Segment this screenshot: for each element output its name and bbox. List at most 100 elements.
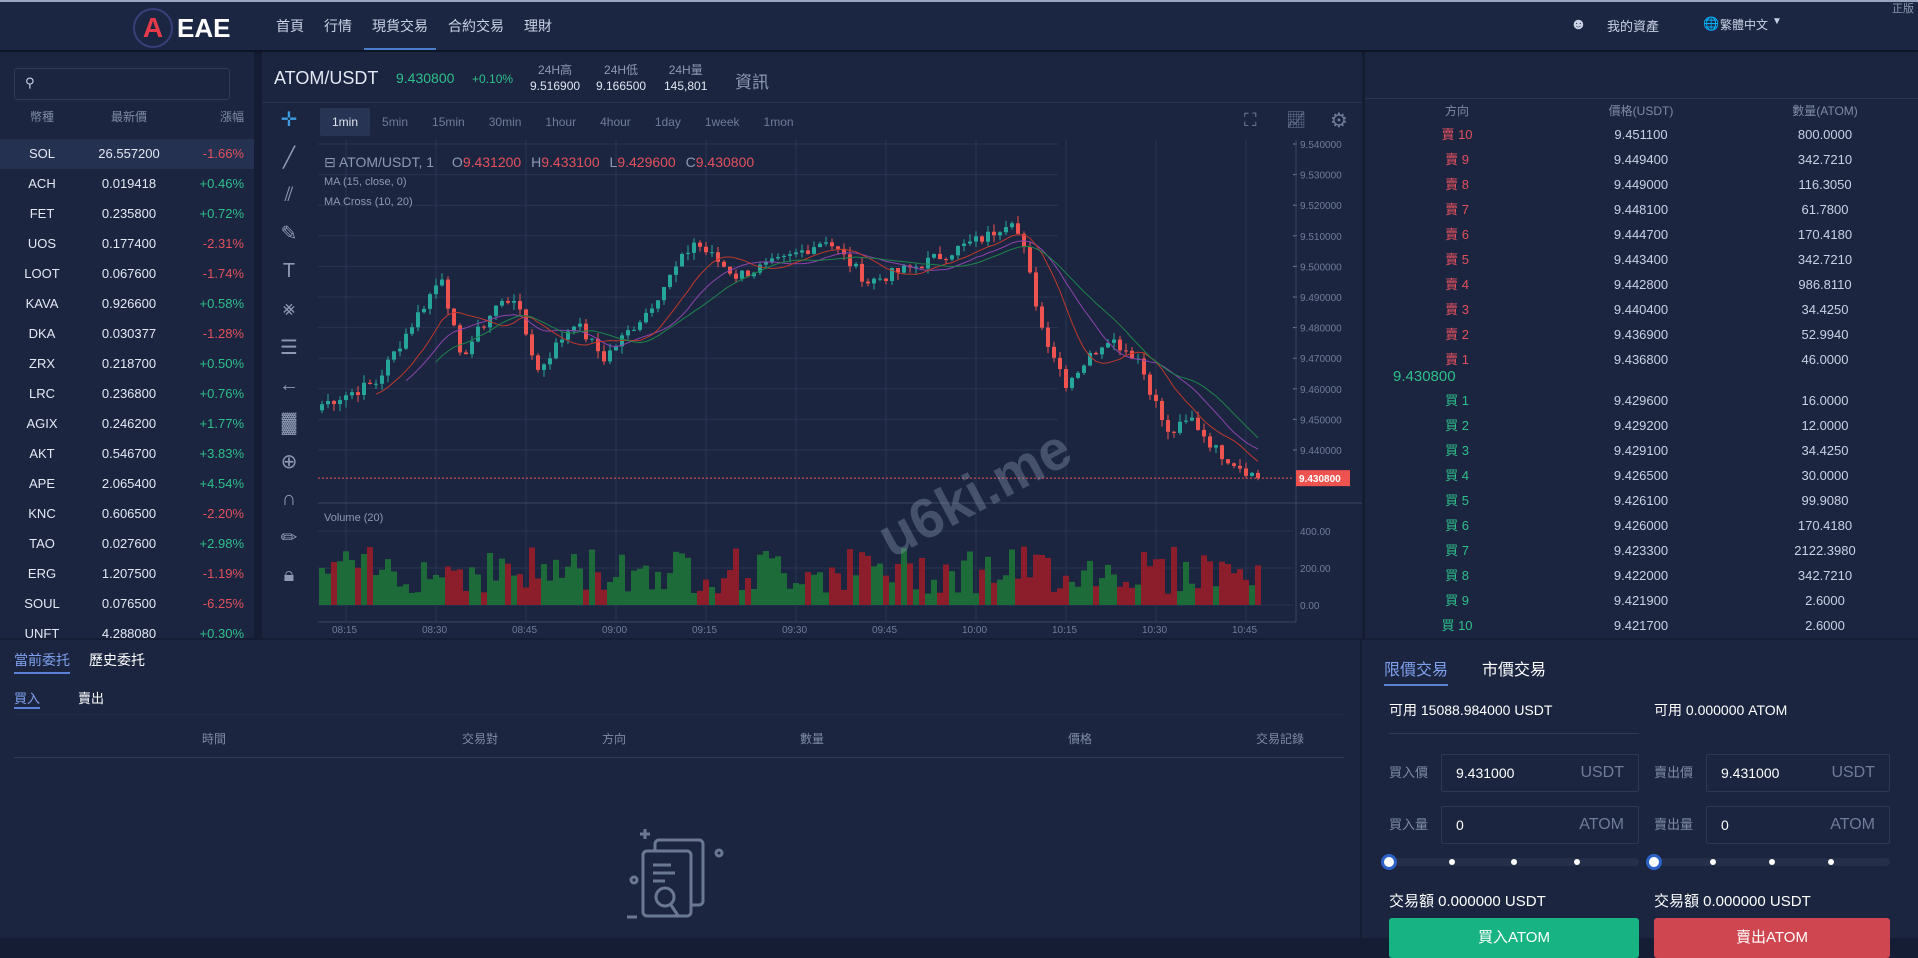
coin-row[interactable]: KNC 0.606500 -2.20% xyxy=(0,499,254,529)
bid-row[interactable]: 買 4 9.426500 30.0000 xyxy=(1365,463,1918,488)
coin-row[interactable]: SOUL 0.076500 -6.25% xyxy=(0,589,254,619)
ask-row[interactable]: 賣 9 9.449400 342.7210 xyxy=(1365,147,1918,172)
slider-step[interactable] xyxy=(1448,859,1455,865)
coin-row[interactable]: AGIX 0.246200 +1.77% xyxy=(0,409,254,439)
buy-percent-slider[interactable] xyxy=(1381,854,1639,870)
coin-row[interactable]: TAO 0.027600 +2.98% xyxy=(0,529,254,559)
bid-row[interactable]: 買 10 9.421700 2.6000 xyxy=(1365,613,1918,638)
my-assets-link[interactable]: 我的資產 xyxy=(1607,19,1660,34)
tab-current-orders[interactable]: 當前委托 xyxy=(14,650,70,674)
tab-buy-orders[interactable]: 買入 xyxy=(14,688,41,709)
tab-market-order[interactable]: 市價交易 xyxy=(1482,662,1547,679)
nav-market[interactable]: 行情 xyxy=(324,18,352,34)
timeframe-30min[interactable]: 30min xyxy=(488,115,522,129)
logo[interactable]: A EAE xyxy=(133,8,230,48)
coin-row[interactable]: UNFT 4.288080 +0.30% xyxy=(0,619,254,649)
ask-row[interactable]: 賣 8 9.449000 116.3050 xyxy=(1365,172,1918,197)
user-icon[interactable]: ☻ xyxy=(1570,16,1587,33)
slider-handle[interactable] xyxy=(1646,854,1662,870)
volume-bar xyxy=(781,573,787,605)
slider-step[interactable] xyxy=(1828,859,1834,865)
magnet-icon[interactable]: ∩ xyxy=(281,487,297,510)
coin-row[interactable]: FET 0.235800 +0.72% xyxy=(0,199,254,229)
slider-step[interactable] xyxy=(1511,859,1517,865)
bid-row[interactable]: 買 8 9.422000 342.7210 xyxy=(1365,563,1918,588)
collapse-icon[interactable]: ⊟ xyxy=(324,154,336,170)
slider-step[interactable] xyxy=(1710,859,1716,865)
buy-price-input[interactable]: 9.431000 USDT xyxy=(1441,754,1639,792)
indicators-icon[interactable]: 📈︎ xyxy=(1286,112,1307,129)
ask-row[interactable]: 賣 4 9.442800 986.8110 xyxy=(1365,272,1918,297)
settings-gear-icon[interactable]: ⚙ xyxy=(1330,110,1348,132)
timeframe-1hour[interactable]: 1hour xyxy=(545,115,577,129)
lock-drawing-icon[interactable]: ✏ xyxy=(280,526,298,549)
timeframe-4hour[interactable]: 4hour xyxy=(600,115,631,129)
sell-submit-button[interactable]: 賣出ATOM xyxy=(1654,918,1890,958)
sell-price-input[interactable]: 9.431000 USDT xyxy=(1706,754,1890,792)
timeframe-1week[interactable]: 1week xyxy=(704,115,740,129)
volume-bar xyxy=(991,582,997,605)
bid-row[interactable]: 買 9 9.421900 2.6000 xyxy=(1365,588,1918,613)
slider-step[interactable] xyxy=(1573,859,1580,865)
coin-row[interactable]: KAVA 0.926600 +0.58% xyxy=(0,289,254,319)
lock-icon[interactable]: 🔒︎ xyxy=(283,563,295,586)
nav-finance[interactable]: 理財 xyxy=(524,18,552,34)
timeframe-15min[interactable]: 15min xyxy=(432,115,465,129)
bid-row[interactable]: 買 7 9.423300 2122.3980 xyxy=(1365,538,1918,563)
tab-limit-order[interactable]: 限價交易 xyxy=(1384,656,1449,686)
measure-icon[interactable]: ▓ xyxy=(281,411,297,434)
timeframe-1day[interactable]: 1day xyxy=(654,115,681,129)
ask-row[interactable]: 賣 5 9.443400 342.7210 xyxy=(1365,247,1918,272)
coin-row[interactable]: SOL 26.557200 -1.66% xyxy=(0,139,254,169)
ask-row[interactable]: 賣 3 9.440400 34.4250 xyxy=(1365,297,1918,322)
coin-row[interactable]: ACH 0.019418 +0.46% xyxy=(0,169,254,199)
timeframe-1min[interactable]: 1min xyxy=(320,108,371,136)
timeframe-5min[interactable]: 5min xyxy=(382,115,409,129)
fullscreen-icon[interactable]: ⛶ xyxy=(1244,110,1257,130)
nav-futures[interactable]: 合約交易 xyxy=(448,18,504,34)
brush-icon[interactable]: ✎ xyxy=(280,222,298,245)
tab-sell-orders[interactable]: 賣出 xyxy=(78,691,105,706)
bid-row[interactable]: 買 3 9.429100 34.4250 xyxy=(1365,438,1918,463)
buy-qty-input[interactable]: 0 ATOM xyxy=(1441,806,1639,844)
text-tool-icon[interactable]: T xyxy=(282,259,296,282)
bid-row[interactable]: 買 2 9.429200 12.0000 xyxy=(1365,413,1918,438)
ask-row[interactable]: 賣 10 9.451100 800.0000 xyxy=(1365,122,1918,147)
trend-line-icon[interactable]: ╱ xyxy=(282,146,296,169)
bid-row[interactable]: 買 6 9.426000 170.4180 xyxy=(1365,513,1918,538)
coin-row[interactable]: LRC 0.236800 +0.76% xyxy=(0,379,254,409)
coin-row[interactable]: ZRX 0.218700 +0.50% xyxy=(0,349,254,379)
pitchfork-icon[interactable]: ⫽ xyxy=(284,183,294,206)
nav-home[interactable]: 首頁 xyxy=(276,18,304,34)
sell-percent-slider[interactable] xyxy=(1646,854,1890,870)
coin-row[interactable]: LOOT 0.067600 -1.74% xyxy=(0,259,254,289)
candlestick-chart[interactable]: 9.540000 9.530000 9.520000 9.510000 9.500000… xyxy=(318,140,1362,638)
nav-spot[interactable]: 現貨交易 xyxy=(364,2,436,50)
info-link[interactable]: 資訊 xyxy=(735,73,769,92)
coin-row[interactable]: AKT 0.546700 +3.83% xyxy=(0,439,254,469)
coin-row[interactable]: APE 2.065400 +4.54% xyxy=(0,469,254,499)
crosshair-icon[interactable]: ✛ xyxy=(280,108,298,131)
coin-row[interactable]: ERG 1.207500 -1.19% xyxy=(0,559,254,589)
slider-handle[interactable] xyxy=(1381,854,1397,870)
ask-row[interactable]: 賣 2 9.436900 52.9940 xyxy=(1365,322,1918,347)
coin-row[interactable]: UOS 0.177400 -2.31% xyxy=(0,229,254,259)
pattern-icon[interactable]: ⨳ xyxy=(282,297,296,320)
fib-icon[interactable]: ☰ xyxy=(280,336,298,359)
timeframe-1mon[interactable]: 1mon xyxy=(763,115,794,129)
bid-row[interactable]: 買 1 9.429600 16.0000 xyxy=(1365,388,1918,413)
search-input[interactable]: ⚲ xyxy=(14,68,230,100)
time-tick-label: 09:45 xyxy=(872,625,897,636)
slider-step[interactable] xyxy=(1769,859,1775,865)
zoom-in-icon[interactable]: ⊕ xyxy=(280,450,298,473)
ask-row[interactable]: 賣 6 9.444700 170.4180 xyxy=(1365,222,1918,247)
ask-row[interactable]: 賣 1 9.436800 46.0000 xyxy=(1365,347,1918,372)
tab-history-orders[interactable]: 歷史委托 xyxy=(89,652,145,668)
back-arrow-icon[interactable]: ← xyxy=(279,373,299,396)
sell-qty-input[interactable]: 0 ATOM xyxy=(1706,806,1890,844)
language-select[interactable]: 繁體中文 xyxy=(1720,18,1769,32)
coin-row[interactable]: DKA 0.030377 -1.28% xyxy=(0,319,254,349)
buy-submit-button[interactable]: 買入ATOM xyxy=(1389,918,1639,958)
bid-row[interactable]: 買 5 9.426100 99.9080 xyxy=(1365,488,1918,513)
ask-row[interactable]: 賣 7 9.448100 61.7800 xyxy=(1365,197,1918,222)
